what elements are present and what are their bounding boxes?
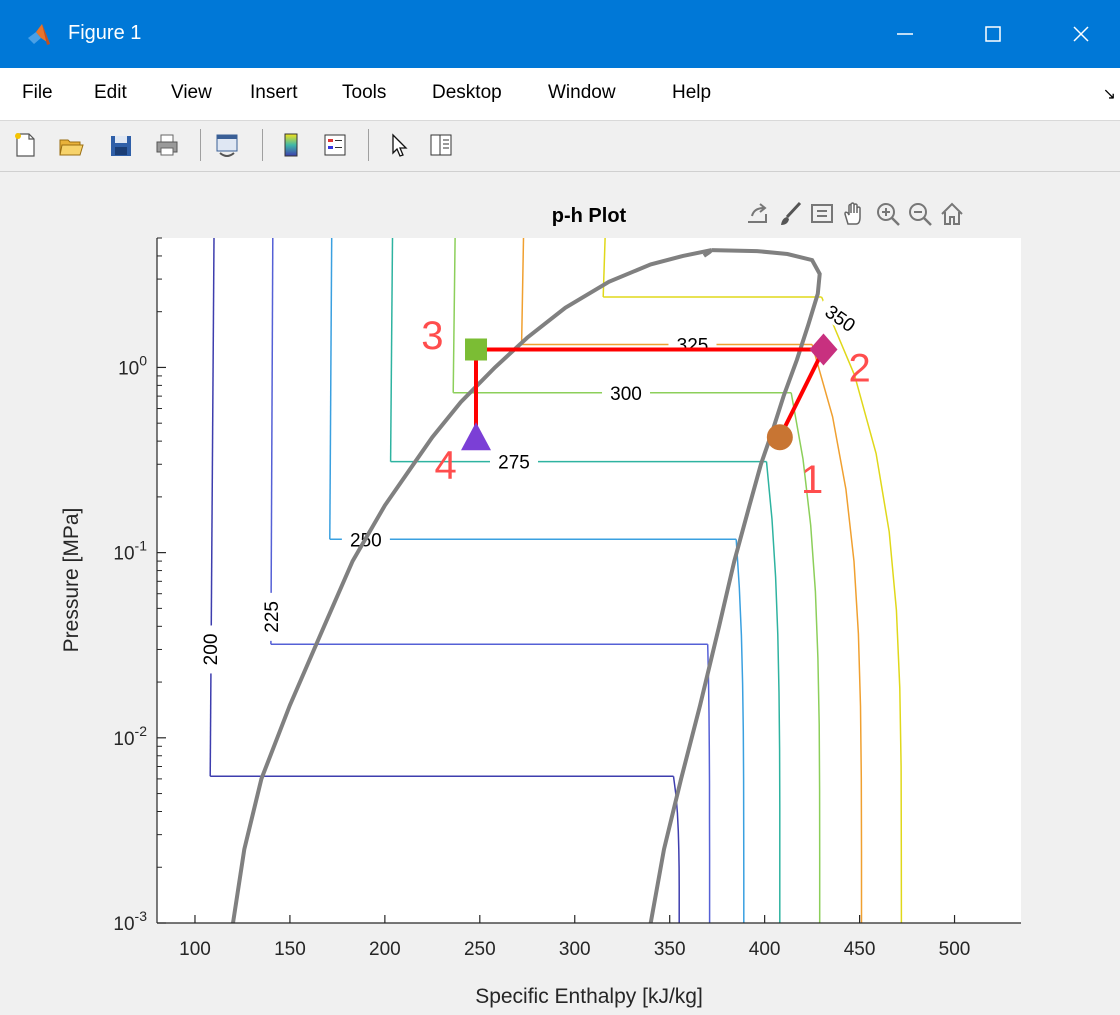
zoom-in-icon[interactable] xyxy=(874,200,902,228)
isotherm-label-background xyxy=(198,625,221,674)
menu-help[interactable]: Help xyxy=(672,82,712,103)
pan-icon[interactable] xyxy=(840,200,868,228)
menu-insert[interactable]: Insert xyxy=(250,82,298,103)
chart-title: p-h Plot xyxy=(552,205,627,227)
state-4-marker xyxy=(461,422,492,451)
close-button[interactable] xyxy=(1036,0,1120,68)
home-icon[interactable] xyxy=(938,200,966,228)
minimize-icon xyxy=(897,33,913,35)
saturated-liquid-line xyxy=(231,248,712,924)
isotherm-vapor-branch xyxy=(811,344,863,923)
state-3-label: 3 xyxy=(421,314,443,358)
isotherm-vapor-branch xyxy=(820,296,903,924)
state-1-marker xyxy=(766,424,793,451)
x-tick-label: 100 xyxy=(179,939,211,960)
matlab-logo-icon xyxy=(28,24,50,45)
isotherm-liquid-branch xyxy=(270,237,274,645)
state-2-marker xyxy=(809,333,838,366)
x-tick-label: 400 xyxy=(749,939,781,960)
toolbar-separator xyxy=(262,129,263,161)
isotherm-vapor-branch xyxy=(735,539,745,923)
critical-point-tick xyxy=(702,248,713,258)
state-3-marker xyxy=(465,338,488,361)
y-tick-label: 100 xyxy=(118,352,147,379)
isotherm-label: 275 xyxy=(498,453,530,474)
property-inspector-icon[interactable] xyxy=(428,131,454,159)
isotherm-liquid-branch xyxy=(329,237,333,540)
isotherm-label-background xyxy=(489,449,538,472)
figure-toolbar xyxy=(0,121,1120,172)
menu-desktop[interactable]: Desktop xyxy=(432,82,502,103)
isotherm-vapor-branch xyxy=(706,644,711,923)
menu-file[interactable]: File xyxy=(22,82,53,103)
isotherm-vapor-branch xyxy=(765,461,781,923)
menu-bar: File Edit View Insert Tools Desktop Wind… xyxy=(0,68,1120,121)
state-4-label: 4 xyxy=(435,443,457,487)
save-icon[interactable] xyxy=(108,131,134,159)
isotherm-liquid-branch xyxy=(452,237,456,393)
axes-background xyxy=(157,238,1021,923)
data-tips-icon[interactable] xyxy=(808,200,836,228)
window-title: Figure 1 xyxy=(68,22,142,44)
menu-view[interactable]: View xyxy=(171,82,212,103)
isotherm-label: 325 xyxy=(677,336,709,357)
x-axis-label: Specific Enthalpy [kJ/kg] xyxy=(475,985,703,1008)
x-tick-label: 300 xyxy=(559,939,591,960)
x-tick-label: 250 xyxy=(464,939,496,960)
x-tick-label: 200 xyxy=(369,939,401,960)
isotherm-label: 225 xyxy=(262,601,283,633)
colorbar-icon[interactable] xyxy=(278,131,304,159)
x-tick-label: 500 xyxy=(939,939,971,960)
x-tick-label: 350 xyxy=(654,939,686,960)
export-icon[interactable] xyxy=(744,200,772,228)
toolbar-separator xyxy=(200,129,201,161)
isotherm-liquid-branch xyxy=(209,237,215,777)
open-file-icon[interactable] xyxy=(58,131,84,159)
toolbar-separator xyxy=(368,129,369,161)
menu-tools[interactable]: Tools xyxy=(342,82,387,103)
isotherm-275: 275 xyxy=(389,237,781,923)
link-plot-icon[interactable] xyxy=(214,131,240,159)
x-tick-label: 450 xyxy=(844,939,876,960)
y-axis-label: Pressure [MPa] xyxy=(60,508,83,653)
y-tick-label: 10-3 xyxy=(113,908,147,935)
minimize-button[interactable] xyxy=(860,0,950,68)
isotherm-label: 200 xyxy=(201,634,222,666)
isotherm-liquid-branch xyxy=(520,237,525,345)
maximize-button[interactable] xyxy=(948,0,1038,68)
menu-window[interactable]: Window xyxy=(548,82,616,103)
menu-overflow-arrow[interactable]: ↘ xyxy=(1102,86,1116,103)
isotherm-label: 300 xyxy=(610,384,642,405)
print-icon[interactable] xyxy=(154,131,180,159)
isotherm-350: 350 xyxy=(602,237,903,924)
menu-edit[interactable]: Edit xyxy=(94,82,127,103)
x-tick-label: 150 xyxy=(274,939,306,960)
isotherm-liquid-branch xyxy=(389,237,394,462)
edit-plot-icon[interactable] xyxy=(386,131,412,159)
isotherm-300: 300 xyxy=(452,237,821,923)
zoom-out-icon[interactable] xyxy=(906,200,934,228)
cycle-path xyxy=(474,347,827,439)
saturated-vapor-line xyxy=(648,248,822,924)
isotherm-225: 225 xyxy=(258,237,711,923)
isotherm-label-background xyxy=(602,380,651,403)
isotherm-label-background xyxy=(258,592,281,641)
isotherm-vapor-branch xyxy=(790,392,821,923)
close-icon xyxy=(1073,26,1089,42)
brush-icon[interactable] xyxy=(776,200,804,228)
new-figure-icon[interactable] xyxy=(12,131,38,159)
legend-icon[interactable] xyxy=(322,131,348,159)
state-1-label: 1 xyxy=(801,458,823,502)
state-2-label: 2 xyxy=(848,346,870,390)
isotherm-label-background xyxy=(815,294,868,340)
title-bar[interactable]: Figure 1 xyxy=(0,0,1120,68)
y-tick-label: 10-2 xyxy=(113,723,147,750)
isotherm-200: 200 xyxy=(198,237,680,923)
y-tick-label: 10-1 xyxy=(113,538,147,565)
maximize-icon xyxy=(985,26,1001,42)
